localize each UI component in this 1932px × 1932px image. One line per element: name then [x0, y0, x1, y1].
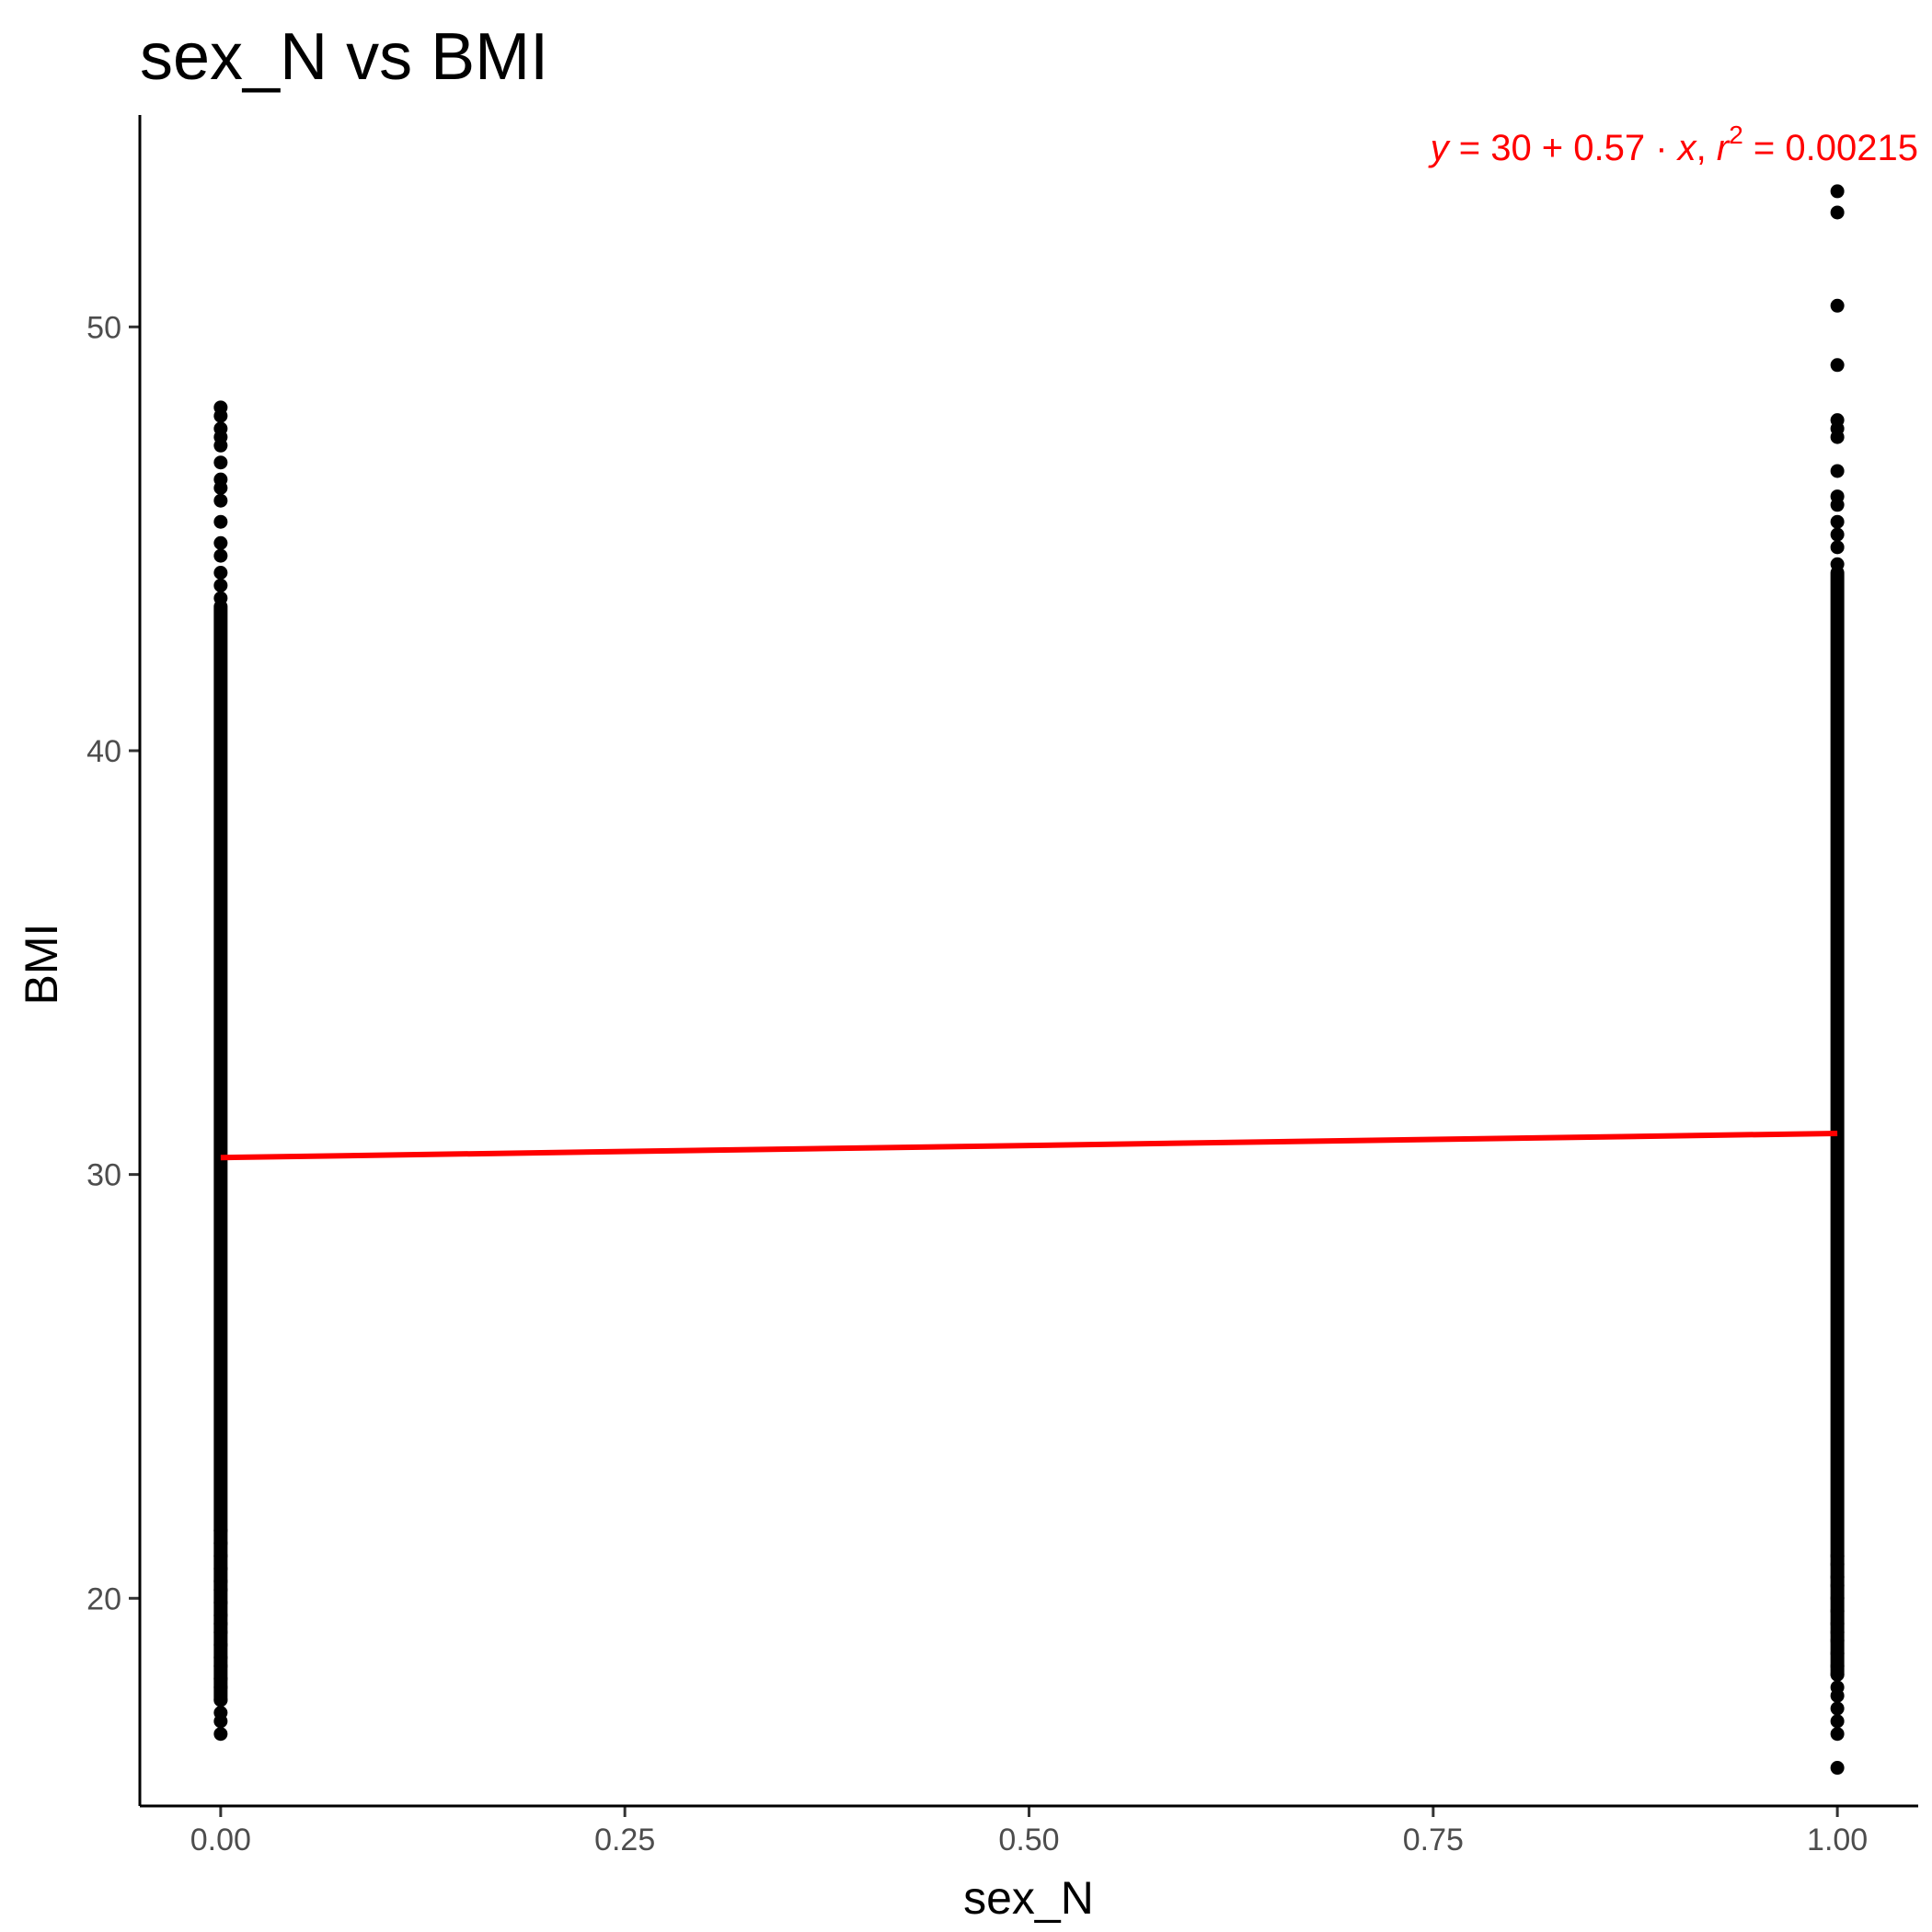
- equation-x: x: [1676, 128, 1698, 168]
- data-point: [1830, 298, 1845, 313]
- data-point: [1830, 1659, 1845, 1673]
- data-point: [213, 472, 228, 487]
- data-point: [1830, 1591, 1845, 1605]
- data-point: [1830, 184, 1845, 199]
- equation-separator: ,: [1696, 128, 1717, 168]
- y-tick-label: 20: [86, 1581, 121, 1616]
- data-point: [213, 1693, 228, 1708]
- data-point: [213, 548, 228, 563]
- data-point: [213, 1727, 228, 1742]
- data-point: [213, 1706, 228, 1720]
- data-point: [1830, 1701, 1845, 1716]
- data-point: [1830, 514, 1845, 529]
- equation-r: r: [1717, 128, 1731, 168]
- data-point: [1830, 1646, 1845, 1661]
- data-point: [213, 535, 228, 550]
- data-point: [213, 421, 228, 436]
- data-point: [213, 455, 228, 470]
- equation-y: y: [1428, 128, 1452, 168]
- equation-superscript: 2: [1729, 121, 1743, 149]
- data-point: [213, 1574, 228, 1589]
- data-point: [1830, 1604, 1845, 1618]
- data-point: [213, 1672, 228, 1686]
- data-point: [1830, 527, 1845, 542]
- data-point: [1830, 358, 1845, 373]
- data-point: [1830, 464, 1845, 478]
- x-tick-label: 0.75: [1403, 1823, 1464, 1857]
- y-tick-label: 30: [86, 1158, 121, 1193]
- data-point: [213, 1535, 228, 1550]
- data-point: [1830, 1727, 1845, 1742]
- y-tick-label: 50: [86, 310, 121, 345]
- data-points: [213, 184, 1845, 1776]
- axis-ticks: 0.00 0.25 0.50 0.75 1.00 20 30 40 50: [86, 310, 1868, 1857]
- point-band-1: [1830, 566, 1845, 1682]
- chart-title: sex_N vs BMI: [140, 20, 548, 94]
- data-point: [1830, 1570, 1845, 1584]
- regression-equation: y = 30 + 0.57 · x, r2 = 0.00215: [1428, 121, 1918, 168]
- point-band-0: [213, 599, 228, 1708]
- x-axis-title: sex_N: [963, 1872, 1094, 1924]
- x-tick-label: 1.00: [1807, 1823, 1868, 1857]
- data-point: [213, 566, 228, 581]
- data-point: [1830, 1616, 1845, 1631]
- y-tick-label: 40: [86, 734, 121, 769]
- data-point: [1830, 413, 1845, 428]
- data-point: [1830, 540, 1845, 555]
- data-point: [213, 400, 228, 415]
- regression-line: [220, 1130, 1838, 1161]
- data-point: [1830, 205, 1845, 220]
- data-point: [213, 1595, 228, 1610]
- regression-layer: [220, 1130, 1838, 1161]
- data-point: [213, 1650, 228, 1665]
- y-axis-title: BMI: [16, 924, 67, 1006]
- data-point: [1830, 1761, 1845, 1776]
- data-point: [213, 1638, 228, 1652]
- data-point: [213, 493, 228, 508]
- data-point: [213, 1548, 228, 1563]
- data-point: [213, 1608, 228, 1623]
- equation-r-value: = 0.00215: [1743, 128, 1918, 168]
- equation-body: = 30 + 0.57 ·: [1449, 128, 1678, 168]
- x-tick-label: 0.25: [594, 1823, 655, 1857]
- data-point: [213, 1561, 228, 1576]
- data-point: [1830, 1680, 1845, 1695]
- x-tick-label: 0.50: [998, 1823, 1059, 1857]
- data-point: [1830, 1714, 1845, 1729]
- data-point: [213, 514, 228, 529]
- x-tick-label: 0.00: [190, 1823, 251, 1857]
- data-point: [213, 1524, 228, 1538]
- data-point: [213, 578, 228, 592]
- data-point: [1830, 489, 1845, 504]
- data-point: [213, 591, 228, 605]
- data-point: [1830, 557, 1845, 571]
- data-point: [1830, 1548, 1845, 1563]
